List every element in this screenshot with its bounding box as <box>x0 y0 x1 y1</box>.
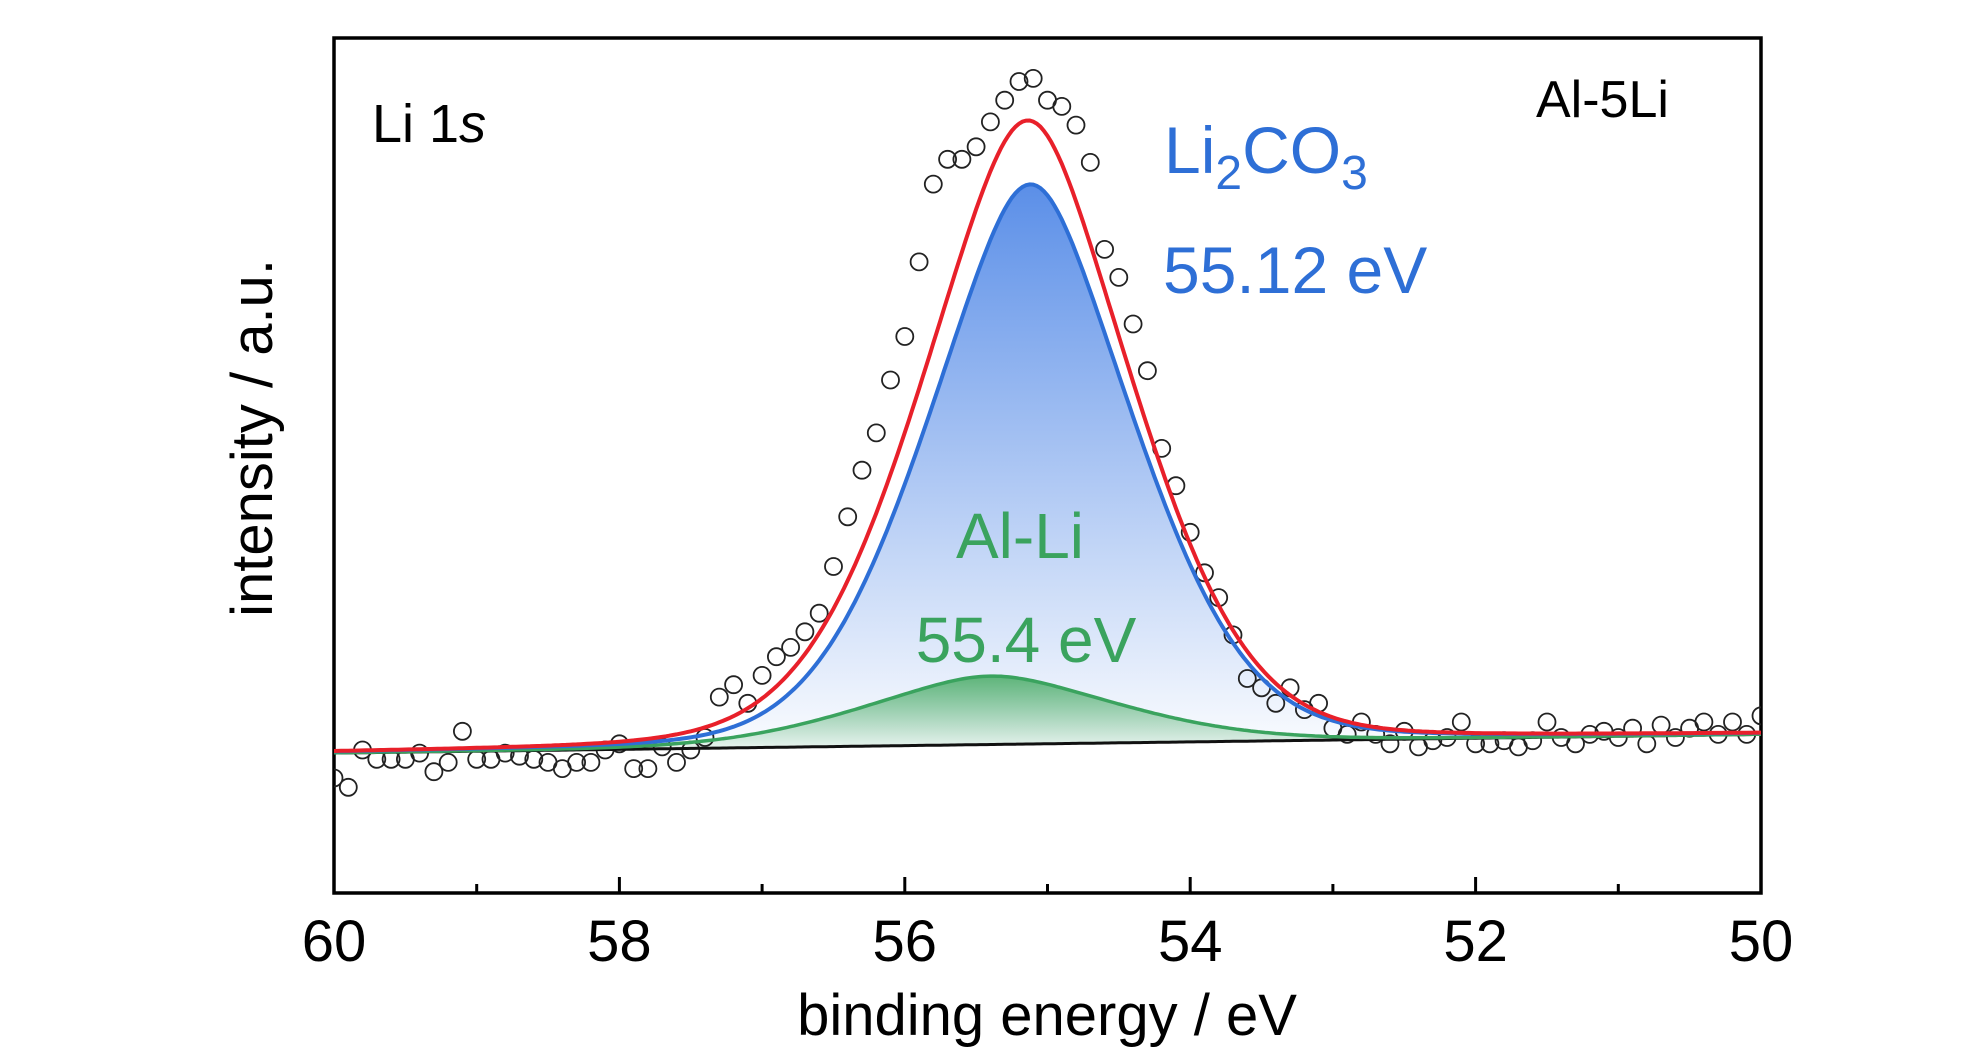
data-point <box>1537 712 1557 732</box>
data-point <box>1751 706 1761 726</box>
data-point <box>624 759 644 778</box>
x-tick-label: 58 <box>587 909 652 974</box>
data-point <box>1266 693 1286 713</box>
data-point <box>1009 72 1029 91</box>
alli-label: Al-Li <box>956 500 1084 572</box>
data-point <box>1451 712 1471 732</box>
element-label: Li 1s <box>372 94 486 154</box>
data-point <box>1123 314 1143 334</box>
element-label-text: Li 1 <box>372 94 459 154</box>
data-point <box>981 112 1000 132</box>
data-point <box>1380 734 1400 754</box>
data-point <box>1095 239 1114 259</box>
alli-line <box>334 674 1761 755</box>
data-point <box>452 721 472 741</box>
data-point <box>581 753 601 772</box>
li2co3-label-sub2: 3 <box>1341 147 1368 200</box>
x-tick-label: 60 <box>302 909 367 974</box>
data-point <box>995 90 1015 110</box>
data-point <box>1237 669 1257 688</box>
data-point <box>438 753 458 772</box>
sample-label: Al-5Li <box>1536 71 1669 129</box>
data-point <box>1109 267 1129 287</box>
data-point <box>781 638 800 657</box>
data-point <box>752 666 772 685</box>
data-point <box>838 507 858 527</box>
data-point <box>881 370 900 390</box>
data-point <box>1637 734 1657 754</box>
li2co3-label-li: Li <box>1164 113 1215 187</box>
envelope-line <box>334 118 1761 753</box>
li2co3-label-co: CO <box>1242 113 1341 187</box>
data-point <box>495 743 515 763</box>
li2co3-energy-label: 55.12 eV <box>1163 233 1427 307</box>
data-point <box>767 647 786 667</box>
data-point <box>923 174 943 194</box>
x-axis-ticks: 60 58 56 54 52 50 <box>302 877 1794 974</box>
li2co3-fill <box>334 184 1761 754</box>
data-point <box>724 675 743 695</box>
data-point <box>866 423 886 443</box>
data-point <box>1023 69 1043 88</box>
data-point <box>567 753 586 772</box>
data-point <box>424 762 444 782</box>
data-point <box>938 149 957 169</box>
data-point <box>952 149 972 169</box>
data-point <box>895 327 915 346</box>
data-point <box>966 137 986 157</box>
data-point <box>852 460 872 480</box>
li2co3-label-sub1: 2 <box>1215 147 1242 200</box>
element-label-orbital: s <box>459 94 486 154</box>
x-tick-label: 52 <box>1443 909 1508 974</box>
data-point <box>1694 712 1714 732</box>
data-point <box>334 768 344 788</box>
series-layer <box>334 69 1761 797</box>
data-point <box>1138 361 1157 381</box>
data-point <box>338 777 358 797</box>
data-point <box>1723 712 1742 732</box>
data-point <box>1666 728 1685 747</box>
data-point <box>709 687 729 707</box>
data-point <box>824 557 843 576</box>
x-tick-label: 54 <box>1158 909 1223 974</box>
data-point <box>667 753 686 772</box>
x-axis-label: binding energy / eV <box>797 983 1297 1048</box>
data-point <box>1080 152 1100 172</box>
data-point <box>1066 115 1086 135</box>
data-point <box>1052 97 1072 116</box>
li2co3-label: Li2CO3 <box>1164 113 1368 200</box>
data-point <box>1651 715 1671 735</box>
data-point <box>909 252 929 272</box>
x-tick-label: 56 <box>873 909 938 974</box>
y-axis-label: intensity / a.u. <box>220 259 285 617</box>
data-point <box>638 759 658 778</box>
alli-fill <box>334 676 1761 754</box>
alli-energy-label: 55.4 eV <box>916 604 1137 676</box>
data-point <box>795 622 815 642</box>
data-point <box>809 603 829 623</box>
x-tick-label: 50 <box>1729 909 1794 974</box>
